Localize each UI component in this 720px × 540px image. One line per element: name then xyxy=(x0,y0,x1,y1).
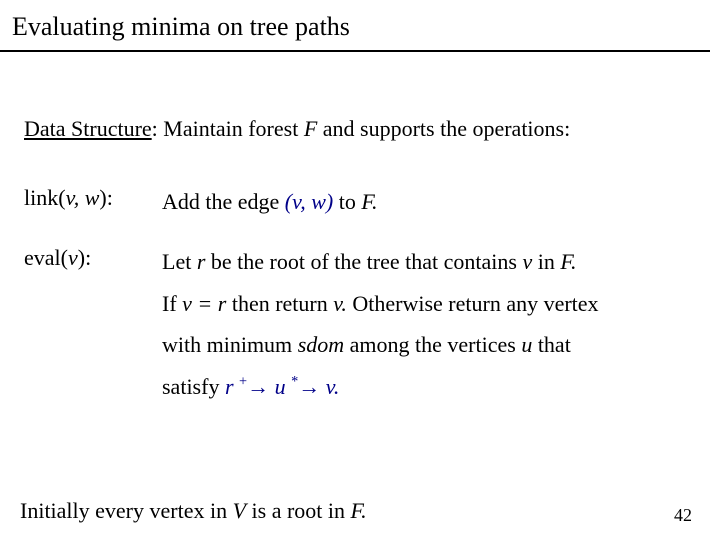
link-mid: to xyxy=(333,189,361,214)
eval-veqr: v = r xyxy=(182,291,226,316)
op-eval-row: eval(v): Let r be the root of the tree t… xyxy=(24,241,696,426)
eval-sdom: sdom xyxy=(298,332,344,357)
intro-forest: F xyxy=(304,116,317,141)
eval-u: u xyxy=(521,332,532,357)
eval-v: v xyxy=(522,249,532,274)
final-a: Initially every vertex in xyxy=(20,498,233,523)
eval-arrow1: → xyxy=(247,374,269,399)
link-edge: (v, w) xyxy=(285,189,333,214)
eval-l4a: satisfy xyxy=(162,374,225,399)
intro-prefix: Data Structure xyxy=(24,116,152,141)
eval-l2b: then return xyxy=(226,291,333,316)
eval-l3c: that xyxy=(532,332,571,357)
eval-l3a: with minimum xyxy=(162,332,298,357)
slide: Evaluating minima on tree paths Data Str… xyxy=(0,0,720,540)
footer: Initially every vertex in V is a root in… xyxy=(0,498,720,524)
op-link-row: link(v, w): Add the edge (v, w) to F. xyxy=(24,181,696,241)
link-args: v, w xyxy=(66,185,100,210)
eval-l2c: Otherwise return any vertex xyxy=(347,291,599,316)
op-eval-desc: Let r be the root of the tree that conta… xyxy=(162,241,696,426)
intro-after: and supports the operations: xyxy=(317,116,570,141)
slide-body: Data Structure: Maintain forest F and su… xyxy=(0,52,720,426)
final-F: F. xyxy=(351,498,367,523)
eval-F: F. xyxy=(560,249,576,274)
eval-l3b: among the vertices xyxy=(344,332,521,357)
eval-l2a: If xyxy=(162,291,182,316)
intro-line: Data Structure: Maintain forest F and su… xyxy=(24,112,696,145)
eval-rel-v: v. xyxy=(320,374,339,399)
eval-rel-seq: +→ u *→ v. xyxy=(234,374,340,399)
final-V: V xyxy=(233,498,246,523)
eval-rel-u: u xyxy=(269,374,291,399)
eval-l1c: in xyxy=(532,249,560,274)
page-number: 42 xyxy=(674,505,692,526)
eval-name: eval xyxy=(24,245,61,270)
eval-args: v xyxy=(68,245,78,270)
final-line: Initially every vertex in V is a root in… xyxy=(20,498,696,524)
eval-v2: v. xyxy=(333,291,347,316)
intro-rest: : Maintain forest xyxy=(152,116,304,141)
eval-l1a: Let xyxy=(162,249,197,274)
op-eval-label: eval(v): xyxy=(24,241,162,426)
link-target: F. xyxy=(361,189,377,214)
operations-table: link(v, w): Add the edge (v, w) to F. ev… xyxy=(24,181,696,426)
eval-l1b: be the root of the tree that contains xyxy=(205,249,522,274)
final-b: is a root in xyxy=(246,498,351,523)
link-name: link xyxy=(24,185,58,210)
op-link-label: link(v, w): xyxy=(24,181,162,241)
eval-rel-r: r xyxy=(225,374,234,399)
slide-title: Evaluating minima on tree paths xyxy=(0,0,710,52)
eval-arrow2: → xyxy=(298,374,320,399)
op-link-desc: Add the edge (v, w) to F. xyxy=(162,181,696,241)
link-pre: Add the edge xyxy=(162,189,285,214)
eval-plus: + xyxy=(239,374,247,390)
